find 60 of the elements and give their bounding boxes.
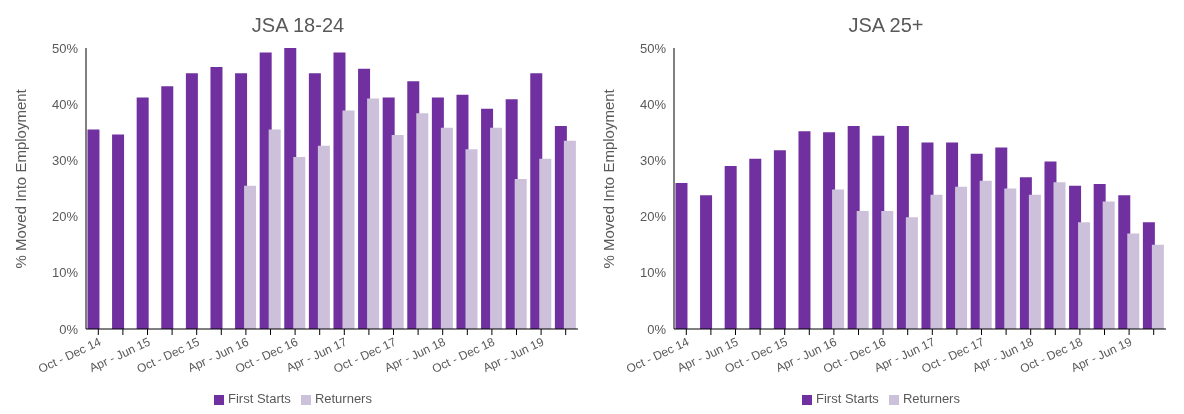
bar — [1053, 182, 1066, 329]
bar — [798, 131, 811, 329]
bar — [832, 189, 845, 329]
bar — [1028, 194, 1041, 329]
bar — [465, 149, 478, 329]
legend-label: First Starts — [228, 391, 291, 406]
bar — [930, 194, 943, 329]
bar — [1127, 233, 1140, 329]
y-tick-label: 20% — [639, 209, 667, 225]
bar — [1078, 222, 1091, 329]
bar — [342, 110, 355, 329]
y-tick-label: 10% — [51, 265, 79, 281]
y-tick-label: 10% — [639, 265, 667, 281]
y-axis-title: % Moved Into Employment — [12, 88, 30, 269]
bar — [773, 150, 786, 329]
y-tick-label: 30% — [639, 153, 667, 169]
bar — [490, 127, 503, 329]
bar — [161, 86, 174, 329]
chart-title: JSA 18-24 — [250, 13, 346, 38]
bar — [185, 73, 198, 329]
bar — [955, 186, 968, 329]
y-tick-label: 40% — [639, 96, 667, 112]
bar — [539, 158, 552, 329]
bar — [440, 127, 453, 329]
legend-label: Returners — [314, 391, 372, 406]
bar — [317, 145, 330, 329]
bar — [724, 166, 737, 329]
y-tick-label: 50% — [639, 40, 667, 56]
bar — [1004, 188, 1017, 329]
bar — [675, 182, 688, 329]
legend-label: First Starts — [816, 391, 879, 406]
y-tick-label: 30% — [51, 153, 79, 169]
bar — [136, 97, 149, 329]
bar — [905, 217, 918, 329]
bar — [1102, 201, 1115, 329]
legend-label: Returners — [902, 391, 960, 406]
bar — [210, 67, 223, 329]
bar — [1151, 244, 1164, 329]
bar — [416, 113, 429, 329]
bar — [367, 98, 380, 329]
y-tick-label: 0% — [59, 321, 79, 337]
bar — [514, 178, 527, 329]
bar — [112, 134, 125, 329]
bar — [293, 157, 306, 329]
bar — [268, 129, 281, 329]
bar — [979, 180, 992, 329]
bar — [87, 129, 100, 329]
bar — [391, 135, 404, 329]
y-tick-label: 50% — [51, 40, 79, 56]
y-tick-label: 40% — [51, 96, 79, 112]
bar — [856, 210, 869, 329]
bar — [563, 140, 576, 329]
bar — [749, 158, 762, 329]
y-tick-label: 0% — [647, 321, 667, 337]
bar — [244, 185, 257, 329]
y-axis-title: % Moved Into Employment — [600, 88, 618, 269]
bar — [700, 195, 713, 329]
chart-title: JSA 25+ — [847, 13, 925, 38]
bar — [881, 210, 894, 329]
y-tick-label: 20% — [51, 209, 79, 225]
